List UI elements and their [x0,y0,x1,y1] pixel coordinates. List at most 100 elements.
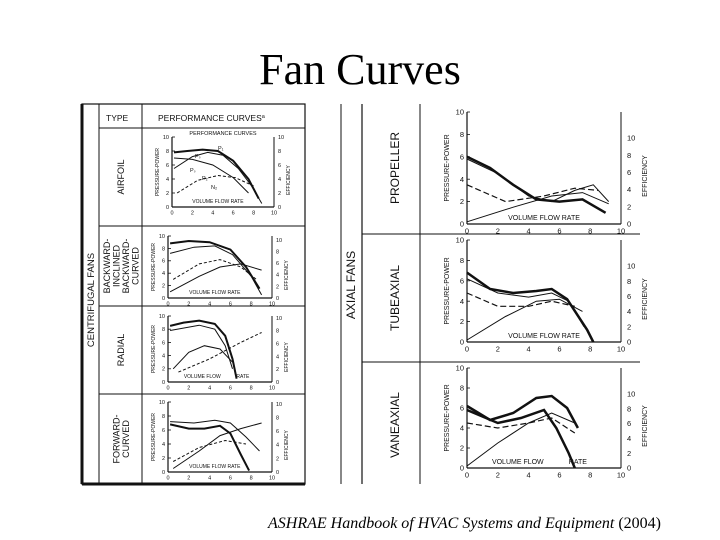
curve [172,422,262,469]
right-tick-label: 2 [278,191,281,197]
right-tick-label: 0 [276,470,279,476]
left-tick-label: 2 [460,317,464,326]
left-tick-label: 4 [162,354,165,360]
left-tick-label: 0 [162,296,165,302]
x-axis-title-rate: RATE [236,374,250,380]
right-tick-label: 6 [627,292,631,301]
left-tick-label: 4 [166,177,169,183]
right-tick-label: 8 [627,277,631,286]
right-tick-label: 10 [627,390,635,399]
efficiency-axis-title: EFFICIENCY [284,341,290,371]
right-tick-label: 8 [276,329,279,335]
right-tick-label: 6 [278,163,281,169]
left-tick-label: 8 [166,149,169,155]
curve [172,259,257,280]
curve [466,292,575,307]
x-tick-label: 10 [617,345,625,354]
left-tick-label: 10 [159,400,165,406]
axial-type-label: PROPELLER [388,132,402,204]
header-type: TYPE [106,113,129,123]
centrifugal-type-label: RADIAL [116,334,126,367]
x-axis-title-rate: RATE [569,459,587,466]
x-axis-title: VOLUME FLOW RATE [192,199,244,205]
x-tick-label: 8 [588,345,592,354]
axial-group-label: AXIAL FANS [344,251,358,319]
curve [176,174,254,194]
x-tick-label: 10 [269,476,275,482]
y-axis-title: PRESSURE-POWER [151,413,157,461]
y-axis-title: PRESSURE-POWER [151,325,157,373]
left-tick-label: 0 [460,220,464,229]
left-tick-label: 10 [159,234,165,240]
left-tick-label: 10 [159,314,165,320]
left-tick-label: 6 [162,428,165,434]
x-tick-label: 4 [527,227,531,236]
curve-label: P₂ [202,176,208,182]
right-tick-label: 10 [276,238,282,244]
left-tick-label: 8 [162,414,165,420]
x-tick-label: 2 [496,227,500,236]
left-tick-label: 10 [456,236,464,245]
x-tick-label: 4 [527,471,531,480]
left-tick-label: 2 [162,284,165,290]
left-tick-label: 6 [460,276,464,285]
curve [466,184,598,203]
right-tick-label: 4 [278,177,281,183]
curve [169,319,238,379]
x-tick-label: 6 [229,386,232,392]
right-tick-label: 8 [627,151,631,160]
x-tick-label: 4 [527,345,531,354]
x-tick-label: 4 [208,302,211,308]
curve [466,408,576,469]
curve [466,192,609,223]
left-tick-label: 6 [162,340,165,346]
y-axis-title: PRESSURE-POWER [444,134,451,201]
caption-year: (2004) [614,515,661,532]
x-tick-label: 2 [187,386,190,392]
curve [173,157,249,194]
left-tick-label: 10 [456,364,464,373]
right-tick-label: 10 [278,135,284,141]
left-tick-label: 8 [460,384,464,393]
left-tick-label: 8 [460,256,464,265]
curve [173,151,263,204]
left-tick-label: 4 [460,297,464,306]
header-performance-curves: PERFORMANCE CURVESa [158,113,266,123]
x-tick-label: 6 [557,345,561,354]
x-tick-label: 0 [170,211,173,217]
centrifugal-panel [80,103,306,486]
x-axis-title: VOLUME FLOW [184,374,221,380]
axial-panel [340,104,640,484]
right-tick-label: 10 [627,262,635,271]
right-tick-label: 10 [276,402,282,408]
right-tick-label: 10 [276,316,282,322]
right-tick-label: 10 [627,134,635,143]
x-tick-label: 0 [465,227,469,236]
x-tick-label: 8 [250,386,253,392]
x-tick-label: 6 [557,227,561,236]
curve-label: P₁ [218,146,224,152]
curve-label: Pₛ [190,168,196,174]
right-tick-label: 8 [276,416,279,422]
curve [466,158,610,203]
right-tick-label: 0 [627,338,631,347]
x-tick-label: 10 [271,211,277,217]
x-tick-label: 0 [166,386,169,392]
right-tick-label: 0 [278,205,281,211]
x-tick-label: 4 [208,386,211,392]
curve [466,298,583,341]
x-tick-label: 8 [250,476,253,482]
left-tick-label: 0 [162,380,165,386]
x-tick-label: 6 [229,302,232,308]
right-tick-label: 2 [276,456,279,462]
right-tick-label: 4 [627,434,631,443]
centrifugal-type-label: CURVED [130,247,140,285]
right-tick-label: 0 [276,380,279,386]
curve [169,263,262,293]
centrifugal-type-label: AIRFOIL [116,159,126,194]
centrifugal-type-label: FORWARD- [111,415,121,464]
x-tick-label: 6 [557,471,561,480]
